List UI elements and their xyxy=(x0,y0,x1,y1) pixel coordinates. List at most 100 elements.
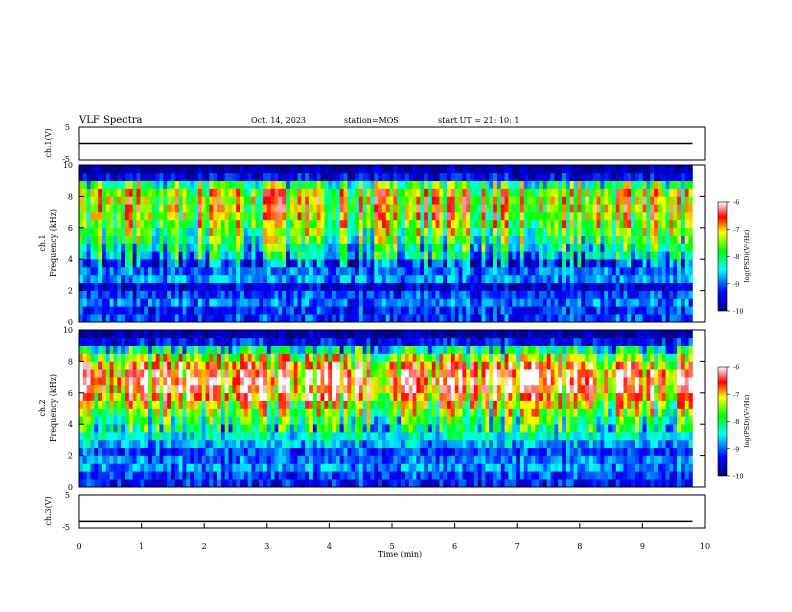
spectrogram-cell xyxy=(270,392,275,401)
spectrogram-cell xyxy=(435,165,440,174)
spectrogram-cell xyxy=(611,212,617,221)
spectrogram-cell xyxy=(297,219,302,229)
spectrogram-cell xyxy=(278,180,283,189)
spectrogram-cell xyxy=(98,439,103,449)
spectrogram-cell xyxy=(132,267,137,276)
spectrogram-cell xyxy=(320,204,325,213)
spectrogram-cell xyxy=(240,188,245,197)
spectrogram-cell xyxy=(155,463,160,472)
spectrogram-cell xyxy=(431,165,436,174)
spectrogram-cell xyxy=(274,416,279,425)
spectrogram-cell xyxy=(358,282,364,291)
spectrogram-cell xyxy=(274,251,279,260)
spectrogram-cell xyxy=(661,306,666,315)
spectrogram-cell xyxy=(297,274,302,284)
spectrogram-cell xyxy=(397,188,402,197)
spectrogram-cell xyxy=(132,361,137,370)
spectrogram-cell xyxy=(531,227,536,236)
spectrogram-cell xyxy=(389,282,394,291)
spectrogram-cell xyxy=(217,165,222,174)
spectrogram-cell xyxy=(98,377,103,386)
spectrogram-cell xyxy=(113,439,118,449)
spectrogram-cell xyxy=(224,361,229,370)
spectrogram-cell xyxy=(335,392,341,401)
spectrogram-cell xyxy=(619,298,624,307)
spectrogram-cell xyxy=(186,330,191,339)
spectrogram-cell xyxy=(466,274,471,284)
spectrogram-cell xyxy=(324,361,329,370)
spectrogram-cell xyxy=(347,282,352,291)
spectrogram-cell xyxy=(592,243,597,252)
spectrogram-cell xyxy=(117,227,122,236)
spectrogram-cell xyxy=(228,416,233,425)
spectrogram-cell xyxy=(98,274,103,284)
spectrogram-cell xyxy=(263,306,268,315)
spectrogram-cell xyxy=(213,235,218,244)
spectrogram-cell xyxy=(328,212,333,221)
spectrogram-cell xyxy=(665,267,670,276)
spectrogram-cell xyxy=(516,314,521,323)
spectrogram-cell xyxy=(301,251,306,260)
spectrogram-cell xyxy=(458,314,463,323)
spectrogram-cell xyxy=(94,251,99,260)
spectrogram-cell xyxy=(136,290,141,299)
spectrogram-cell xyxy=(362,274,367,284)
spectrogram-cell xyxy=(286,345,291,354)
spectrogram-cell xyxy=(270,330,275,339)
spectrogram-cell xyxy=(197,337,202,346)
spectrogram-cell xyxy=(201,251,206,260)
spectrogram-cell xyxy=(190,196,195,205)
spectrogram-cell xyxy=(86,353,91,362)
spectrogram-cell xyxy=(554,314,559,323)
spectrogram-cell xyxy=(259,377,264,386)
spectrogram-cell xyxy=(159,377,164,386)
spectrogram-cell xyxy=(592,290,597,299)
spectrogram-cell xyxy=(140,298,145,307)
spectrogram-cell xyxy=(98,455,103,464)
spectrogram-cell xyxy=(270,353,275,362)
spectrogram-cell xyxy=(178,196,183,205)
spectrogram-cell xyxy=(335,235,341,244)
spectrogram-cell xyxy=(90,377,95,386)
spectrogram-cell xyxy=(458,267,463,276)
spectrogram-cell xyxy=(577,227,582,236)
spectrogram-cell xyxy=(98,432,103,441)
spectrogram-cell xyxy=(443,227,448,236)
spectrogram-cell xyxy=(255,274,260,284)
spectrogram-cell xyxy=(447,290,452,299)
spectrogram-cell xyxy=(86,400,91,409)
spectrogram-cell xyxy=(600,227,605,236)
spectrogram-cell xyxy=(351,172,356,181)
spectrogram-cell xyxy=(132,298,137,307)
spectrogram-cell xyxy=(462,282,467,291)
spectrogram-cell xyxy=(289,400,295,409)
spectrogram-cell xyxy=(270,463,275,472)
spectrogram-cell xyxy=(132,172,137,181)
spectrogram-cell xyxy=(220,330,225,339)
spectrogram-cell xyxy=(355,479,360,488)
spectrogram-cell xyxy=(194,377,199,386)
spectrogram-cell xyxy=(550,235,555,244)
spectrogram-cell xyxy=(519,172,525,181)
spectrogram-cell xyxy=(263,424,268,433)
spectrogram-cell xyxy=(151,330,156,339)
spectrogram-cell xyxy=(404,251,410,260)
spectrogram-cell xyxy=(638,165,643,174)
spectrogram-cell xyxy=(539,259,544,268)
spectrogram-cell xyxy=(293,361,298,370)
spectrogram-cell xyxy=(140,392,145,401)
spectrogram-cell xyxy=(278,377,283,386)
spectrogram-cell xyxy=(316,172,321,181)
spectrogram-cell xyxy=(128,432,133,441)
spectrogram-cell xyxy=(454,259,459,268)
spectrogram-cell xyxy=(447,188,452,197)
spectrogram-cell xyxy=(240,196,245,205)
spectrogram-cell xyxy=(381,400,387,409)
spectrogram-cell xyxy=(217,274,222,284)
spectrogram-cell xyxy=(90,212,95,221)
spectrogram-cell xyxy=(228,439,233,449)
spectrogram-cell xyxy=(424,306,429,315)
spectrogram-cell xyxy=(278,400,283,409)
spectrogram-cell xyxy=(98,227,103,236)
spectrogram-cell xyxy=(447,282,452,291)
